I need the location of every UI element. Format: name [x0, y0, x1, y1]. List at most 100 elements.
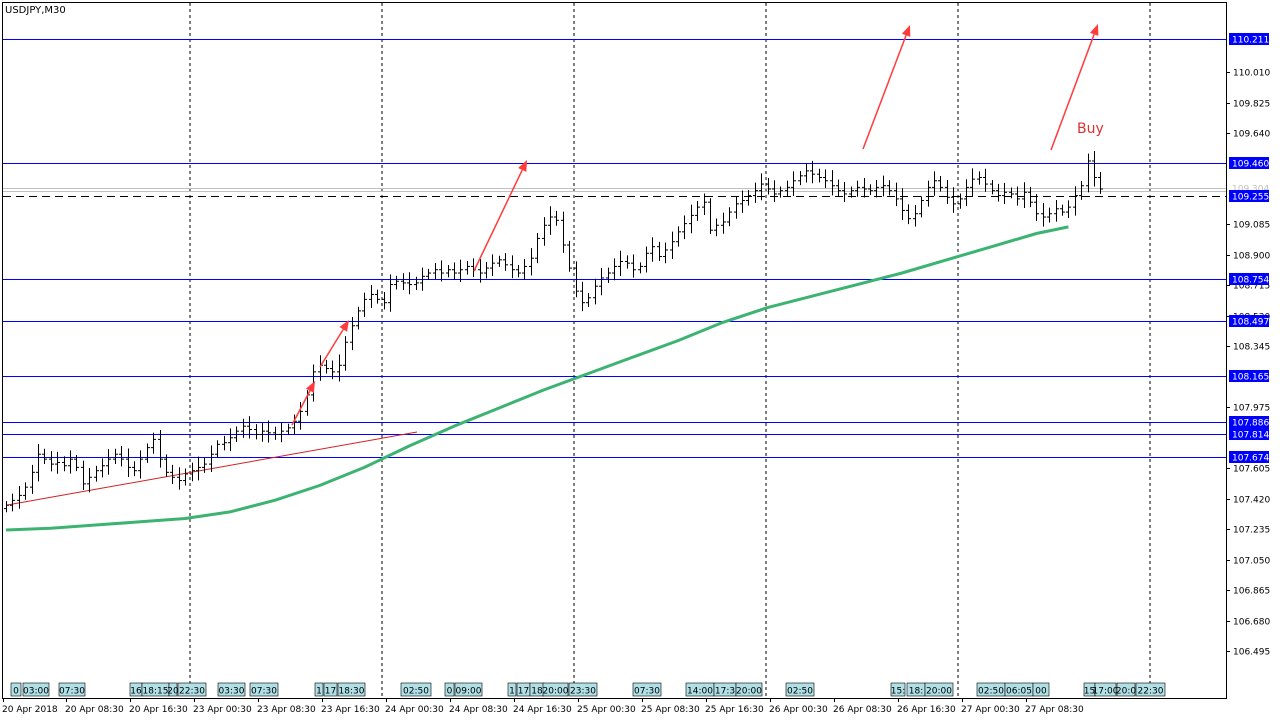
time-tag-box	[924, 682, 954, 697]
price-tick-label: 107.605	[1233, 465, 1270, 475]
candle	[420, 267, 425, 291]
arrow-annotation[interactable]	[319, 320, 349, 368]
price-tick-label: 107.235	[1233, 526, 1270, 536]
candle	[337, 354, 342, 382]
candle	[778, 186, 783, 198]
time-tag-label: 20:0	[1116, 687, 1136, 697]
price-level-box	[1229, 33, 1269, 45]
arrow-annotation[interactable]	[862, 25, 911, 150]
candle	[791, 171, 796, 196]
candle	[849, 186, 854, 198]
time-tag-label: 17:3	[715, 687, 735, 697]
candle	[766, 177, 771, 195]
candle	[535, 232, 540, 264]
candle	[1028, 186, 1033, 208]
time-label: 25 Apr 08:30	[641, 705, 700, 715]
candle	[817, 168, 822, 183]
arrow-annotation[interactable]	[473, 160, 527, 272]
candle	[586, 292, 591, 307]
candle	[804, 163, 809, 183]
candle	[631, 254, 636, 278]
price-level-label: 107.814	[1232, 431, 1269, 441]
vertical-grid	[189, 3, 1151, 698]
time-tag-box	[1116, 682, 1136, 697]
time-tag-label: 02:50	[403, 687, 429, 697]
time-tag-box	[785, 682, 815, 697]
candle	[618, 250, 623, 277]
price-level-box	[1229, 428, 1269, 440]
time-tag-box	[217, 682, 246, 697]
time-label: 26 Apr 00:30	[769, 705, 828, 715]
candle	[772, 180, 777, 202]
time-tag-box	[444, 682, 455, 697]
time-tag-label: 02:50	[787, 687, 813, 697]
time-tag-box	[1032, 682, 1050, 697]
time-tag-box	[400, 682, 432, 697]
moving-average-line	[5, 225, 1069, 532]
candle	[228, 428, 233, 452]
candle	[10, 493, 15, 512]
price-level-box	[1229, 273, 1269, 285]
candle	[983, 168, 988, 192]
candle	[414, 276, 419, 291]
time-tag-box	[10, 682, 22, 697]
candle	[868, 184, 873, 195]
price-level-labels: 109.304 110.211 109.460 109.255 108.754 108.4…	[1229, 33, 1269, 464]
candle	[740, 190, 745, 213]
candle	[580, 281, 585, 312]
arrow-annotation[interactable]	[1050, 24, 1099, 151]
candle	[439, 260, 444, 282]
time-axis[interactable]: 20 Apr 2018 20 Apr 08:30 20 Apr 16:30 23 Ap…	[2, 698, 1084, 715]
time-tag-label: 17:00	[1093, 687, 1119, 697]
candle	[977, 171, 982, 185]
candle	[388, 274, 393, 312]
candle	[113, 448, 118, 465]
price-level-box	[1229, 190, 1269, 202]
arrow-annotations[interactable]	[291, 24, 1099, 426]
candle	[836, 179, 841, 197]
candle	[1066, 200, 1071, 219]
time-label: 23 Apr 16:30	[321, 705, 380, 715]
candle	[94, 465, 99, 482]
candle	[394, 275, 399, 290]
candle	[1073, 186, 1078, 216]
candle	[593, 278, 598, 305]
candle	[183, 468, 188, 486]
candle	[561, 211, 566, 253]
candle	[497, 255, 502, 267]
candle	[945, 179, 950, 204]
candle	[612, 258, 617, 281]
price-level-label: 108.497	[1232, 318, 1269, 328]
candle	[30, 464, 35, 494]
price-axis[interactable]: 110.010 109.825 109.640 109.085 108.900 108.7…	[1226, 69, 1270, 658]
candle	[855, 180, 860, 197]
candle	[158, 430, 163, 468]
candle	[702, 193, 707, 215]
candle	[1022, 182, 1027, 208]
candle	[401, 273, 406, 291]
candle	[951, 187, 956, 213]
time-tag-label: 20:00	[736, 687, 762, 697]
candle	[503, 253, 508, 271]
horizontal-levels[interactable]	[3, 39, 1226, 458]
candle	[753, 182, 758, 203]
candle	[606, 267, 611, 283]
candle	[682, 215, 687, 240]
time-tag-label: 20	[167, 687, 179, 697]
candle	[1092, 150, 1097, 187]
candle	[759, 173, 764, 201]
arrow-annotation[interactable]	[291, 381, 315, 426]
time-tag-label: 07:30	[59, 687, 85, 697]
time-tag-label: 06:05	[1006, 687, 1032, 697]
time-tag-label: 17	[518, 687, 529, 697]
candle	[638, 262, 643, 274]
time-tag-label: 07:30	[634, 687, 660, 697]
price-tick-label: 106.865	[1233, 587, 1270, 597]
time-tag-label: 15	[1084, 687, 1095, 697]
time-tag-label: 07:30	[251, 687, 277, 697]
time-tag-box	[568, 682, 598, 697]
candle	[490, 254, 495, 276]
